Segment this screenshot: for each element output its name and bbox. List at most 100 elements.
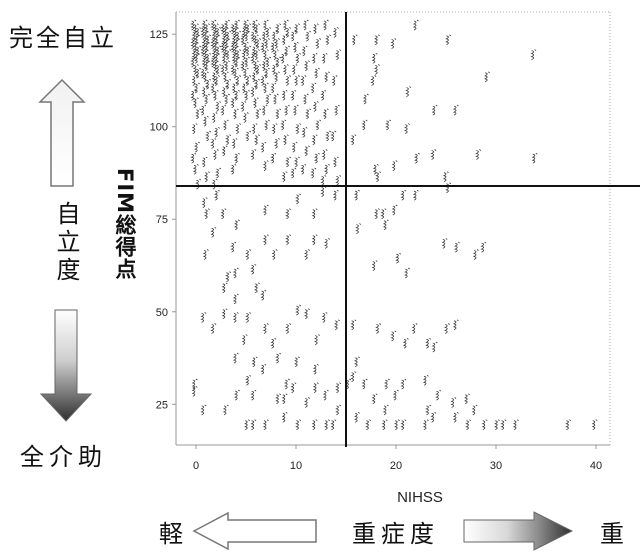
data-point: [295, 304, 302, 316]
data-point: [304, 249, 310, 260]
data-point: [260, 75, 267, 86]
data-point: [274, 138, 280, 149]
data-point: [264, 38, 270, 49]
data-point: [230, 41, 237, 53]
data-point: [210, 38, 217, 49]
data-point: [305, 30, 312, 42]
data-point: [382, 404, 389, 416]
data-point: [235, 30, 242, 42]
data-point: [212, 89, 219, 101]
data-point: [302, 93, 309, 105]
right-arrow-icon: [463, 511, 574, 551]
data-point: [445, 34, 452, 46]
data-point: [222, 45, 229, 57]
data-point: [234, 56, 240, 68]
data-point: [471, 404, 478, 416]
data-point: [201, 38, 208, 49]
data-point: [465, 419, 472, 431]
data-point: [201, 86, 208, 97]
data-point: [372, 163, 379, 175]
y-axis-title: FIM総得点: [113, 168, 137, 281]
data-point: [334, 104, 340, 116]
data-point: [212, 41, 219, 53]
data-point: [354, 189, 360, 201]
data-point: [361, 378, 368, 390]
data-point: [214, 34, 220, 46]
data-point: [201, 56, 208, 68]
data-point: [215, 27, 222, 38]
data-point: [220, 64, 227, 75]
left-arrow-icon: [192, 511, 317, 551]
data-point: [400, 378, 407, 390]
data-point: [291, 141, 298, 153]
data-point: [202, 115, 209, 127]
data-point: [311, 234, 318, 246]
data-point: [445, 182, 452, 194]
data-point: [281, 171, 288, 183]
data-point: [530, 49, 537, 60]
data-point: [350, 319, 357, 331]
data-point: [275, 23, 282, 35]
data-point: [224, 60, 230, 72]
data-point: [224, 93, 230, 105]
x-tick-label: 40: [590, 460, 602, 472]
data-point: [225, 134, 232, 146]
data-point: [192, 41, 199, 53]
data-point: [371, 260, 378, 271]
data-point: [202, 71, 209, 83]
data-point: [231, 52, 238, 64]
data-point: [472, 249, 479, 260]
data-point: [294, 23, 300, 35]
data-point: [250, 419, 257, 431]
data-point: [441, 238, 448, 249]
data-point: [430, 411, 437, 423]
data-point: [464, 393, 470, 405]
data-point: [345, 378, 352, 390]
data-point: [311, 52, 318, 64]
data-point: [414, 152, 420, 164]
data-point: [322, 389, 329, 401]
data-point: [312, 363, 319, 375]
data-point: [304, 145, 310, 157]
data-point: [191, 378, 198, 390]
data-point: [284, 378, 290, 390]
reference-lines: [176, 12, 640, 447]
x-tick-label: 10: [290, 460, 302, 472]
data-point: [190, 89, 197, 101]
data-point: [191, 49, 198, 60]
data-point: [285, 75, 292, 86]
data-point: [392, 389, 399, 401]
data-point: [264, 67, 270, 79]
data-point: [255, 38, 262, 49]
plot-frame: [175, 11, 611, 446]
data-point: [221, 308, 228, 320]
data-point: [390, 38, 397, 49]
data-point: [375, 323, 382, 334]
data-point: [405, 86, 412, 97]
data-point: [374, 208, 380, 220]
data-point: [221, 52, 228, 64]
x-tick-label: 0: [193, 460, 199, 472]
data-point: [222, 71, 229, 83]
data-point: [190, 38, 197, 49]
data-point: [404, 267, 410, 279]
data-point: [272, 49, 279, 60]
down-arrow-icon: [39, 309, 93, 422]
data-point: [531, 152, 538, 164]
x-tick-label: 20: [390, 460, 402, 472]
data-point: [241, 82, 248, 94]
data-point: [322, 108, 329, 120]
data-point: [210, 19, 217, 31]
data-point: [591, 419, 598, 431]
data-point: [191, 386, 198, 397]
data-point: [232, 27, 239, 38]
data-point: [262, 160, 269, 171]
data-point: [290, 30, 297, 42]
data-point: [214, 75, 220, 86]
data-point: [371, 393, 378, 405]
data-point: [494, 419, 500, 431]
data-point: [294, 156, 300, 168]
data-point: [244, 419, 250, 431]
data-point: [271, 249, 278, 260]
data-point: [275, 56, 282, 68]
